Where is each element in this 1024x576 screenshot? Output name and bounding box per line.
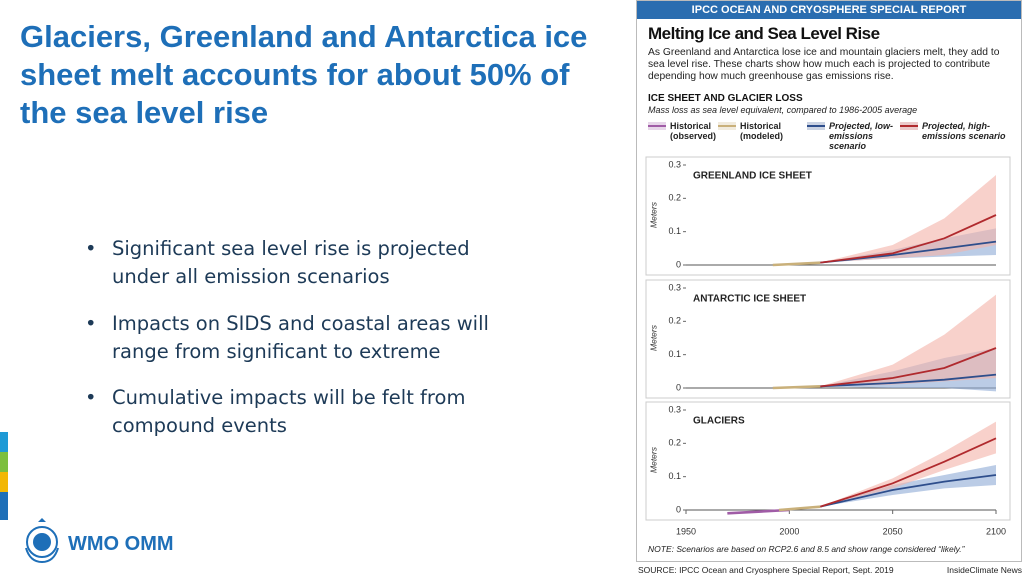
legend-swatch (807, 122, 825, 130)
infographic-title: Melting Ice and Sea Level Rise (648, 24, 880, 43)
y-axis-label: Meters (648, 446, 658, 473)
chart-frame (645, 156, 1011, 276)
y-tick-label: 0.3 (668, 159, 681, 169)
legend-item: Historical (observed) (648, 121, 728, 141)
y-tick-label: 0.1 (668, 349, 681, 359)
color-bar (0, 492, 8, 520)
legend-label: Projected, low-emissions scenario (829, 121, 894, 151)
y-tick-label: 0.3 (668, 404, 681, 414)
legend-label: Historical (modeled) (740, 121, 784, 141)
y-tick-label: 0.1 (668, 226, 681, 236)
legend-item: Historical (modeled) (718, 121, 812, 141)
y-axis-label: Meters (648, 324, 658, 351)
chart-frame (645, 279, 1011, 399)
bullet: Significant sea level rise is projected … (85, 235, 532, 291)
series-line (820, 437, 997, 508)
y-tick-label: 0.2 (668, 438, 681, 448)
x-tick-label: 2000 (779, 526, 799, 536)
legend-label: Projected, high-emissions scenario (922, 121, 1006, 141)
series-line (820, 474, 997, 508)
likely-range (820, 294, 996, 387)
bullet: Cumulative impacts will be felt from com… (85, 384, 532, 440)
source: SOURCE: IPCC Ocean and Cryosphere Specia… (638, 565, 894, 575)
slide-title: Glaciers, Greenland and Antarctica ice s… (20, 19, 588, 130)
logo-text: WMO OMM (68, 533, 174, 555)
wmo-emblem (25, 518, 59, 564)
y-axis-label: Meters (648, 201, 658, 228)
infographic-header: IPCC OCEAN AND CRYOSPHERE SPECIAL REPORT (637, 1, 1021, 19)
color-bar (0, 432, 8, 452)
y-tick-label: 0 (676, 382, 681, 392)
series-line (778, 505, 821, 512)
credit: InsideClimate News (946, 565, 1022, 575)
series-line (820, 214, 997, 264)
series-line (727, 508, 790, 515)
chart-frame (645, 401, 1011, 521)
series-line (820, 347, 997, 388)
x-tick-label: 2050 (883, 526, 903, 536)
legend-label: Historical (observed) (670, 121, 717, 141)
y-tick-label: 0 (676, 504, 681, 514)
color-bar (0, 452, 8, 472)
infographic-intro: As Greenland and Antarctica lose ice and… (648, 47, 1000, 82)
series-line (772, 261, 821, 267)
legend-swatch (718, 122, 736, 130)
bullet: Impacts on SIDS and coastal areas will r… (85, 310, 532, 366)
legend-swatch (648, 122, 666, 130)
section-title: ICE SHEET AND GLACIER LOSS (648, 93, 803, 104)
legend-item: Projected, low-emissions scenario (807, 121, 907, 151)
section-subtitle: Mass loss as sea level equivalent, compa… (648, 105, 918, 115)
y-tick-label: 0 (676, 259, 681, 269)
legend-item: Projected, high-emissions scenario (900, 121, 1006, 141)
series-line (820, 373, 997, 388)
infographic-frame (636, 0, 1022, 562)
likely-range (820, 421, 996, 507)
x-tick-label: 1950 (676, 526, 696, 536)
legend-swatch (900, 122, 918, 130)
chart-title: ANTARCTIC ICE SHEET (693, 294, 806, 305)
chart-title: GREENLAND ICE SHEET (693, 171, 812, 182)
y-tick-label: 0.3 (668, 282, 681, 292)
y-tick-label: 0.2 (668, 316, 681, 326)
series-line (772, 385, 821, 390)
color-bar (0, 472, 8, 492)
chart-title: GLACIERS (693, 416, 745, 427)
likely-range (820, 175, 996, 263)
note: NOTE: Scenarios are based on RCP2.6 and … (648, 544, 965, 554)
y-tick-label: 0.2 (668, 193, 681, 203)
y-tick-label: 0.1 (668, 471, 681, 481)
x-tick-label: 2100 (986, 526, 1006, 536)
